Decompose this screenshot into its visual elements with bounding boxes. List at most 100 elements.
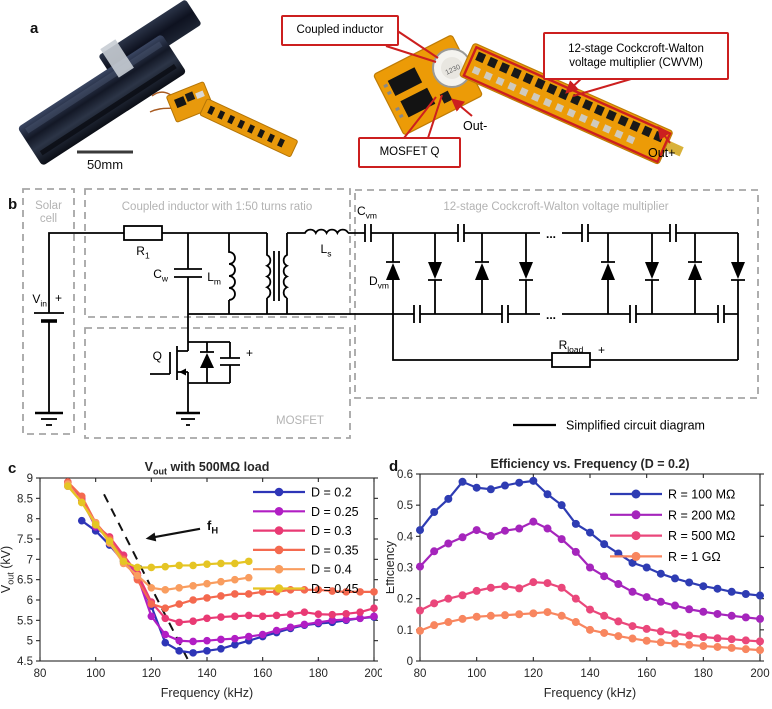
panel-d-label: d (389, 458, 399, 475)
callout-mosfet-q: MOSFET Q (358, 137, 461, 168)
cwvm-title: 12-stage Cockcroft-Walton voltage multip… (443, 201, 668, 213)
data-point (217, 559, 225, 568)
data-point (286, 610, 295, 619)
data-point (189, 581, 197, 590)
data-point (756, 591, 764, 600)
legend-marker (274, 507, 284, 516)
legend-marker (274, 545, 284, 555)
solar-cell-title-line1: Solar (35, 200, 62, 212)
data-point (300, 608, 309, 616)
legend-marker (631, 531, 641, 541)
legend-marker (631, 489, 641, 499)
data-point (342, 588, 350, 596)
fh-label: fH (207, 518, 218, 536)
legend-marker (274, 487, 284, 497)
panel-b-label: b (8, 196, 18, 213)
legend-label: D = 0.25 (311, 505, 359, 519)
converter-board-photo: 1230 (373, 29, 684, 165)
data-point (699, 642, 708, 651)
x-axis-label: Frequency (kHz) (161, 686, 253, 700)
lm-label: Lm (207, 270, 221, 287)
data-point (444, 494, 453, 503)
data-point (430, 621, 439, 630)
dashed-section-boxes (22, 188, 759, 439)
data-point (342, 610, 350, 618)
x-tick-label: 100 (467, 668, 486, 680)
data-point (147, 612, 156, 621)
data-point (586, 563, 594, 572)
data-point (656, 569, 665, 578)
callout-leader-lines (385, 29, 671, 144)
callout-coupled-inductor-text: Coupled inductor (296, 24, 384, 37)
mini-strip (199, 98, 298, 157)
mosfet-cap-plus: + (246, 346, 253, 360)
data-point (231, 612, 239, 621)
data-point (370, 588, 378, 596)
data-point (501, 526, 509, 535)
data-point (203, 647, 211, 655)
data-point (571, 547, 580, 556)
data-point (91, 520, 100, 529)
callout-cwvm-line2: voltage multiplier (CWVM) (569, 57, 703, 69)
data-point (231, 640, 239, 649)
circuit-legend-text: Simplified circuit diagram (566, 419, 705, 433)
data-point (217, 645, 225, 653)
legend-marker (631, 510, 641, 520)
chart-title: Efficiency vs. Frequency (D = 0.2) (490, 457, 689, 471)
data-point (727, 643, 736, 652)
data-point (515, 524, 524, 533)
data-point (356, 614, 364, 623)
mosfet-title: MOSFET (276, 415, 324, 427)
diode-symbols (179, 262, 745, 376)
solar-cell-box (22, 188, 75, 435)
data-point (244, 632, 253, 641)
data-point (571, 618, 580, 627)
data-point (133, 571, 142, 580)
data-point (258, 612, 267, 621)
data-point (685, 640, 694, 649)
out-plus-label: Out+ (648, 146, 676, 160)
data-point (685, 578, 694, 587)
data-point (671, 574, 679, 583)
data-point (258, 630, 267, 639)
data-point (656, 627, 665, 636)
x-tick-label: 180 (694, 668, 713, 680)
data-point (416, 526, 424, 535)
circuit-diagram: Solar cell Coupled inductor with 1:50 tu… (22, 188, 759, 439)
y-axis-label: Efficiency (386, 540, 397, 594)
rload-plus: + (598, 343, 605, 357)
x-tick-label: 180 (309, 668, 328, 680)
mosfet-component (439, 90, 453, 104)
coupled-inductor-title: Coupled inductor with 1:50 turns ratio (122, 201, 313, 213)
data-point (557, 611, 566, 620)
data-point (416, 626, 424, 635)
data-point (416, 562, 424, 571)
data-point (189, 617, 197, 625)
data-point (314, 586, 323, 594)
data-point (342, 615, 350, 624)
data-point (272, 626, 281, 635)
data-point (727, 587, 736, 596)
data-point (328, 610, 337, 619)
solar-cell-title-line2: cell (40, 213, 57, 225)
q-label: Q (153, 349, 162, 363)
data-point (642, 624, 651, 633)
legend-label: D = 0.35 (311, 543, 359, 557)
data-point (189, 596, 197, 604)
legend-marker (274, 584, 284, 593)
data-point (756, 637, 764, 646)
data-point (328, 616, 337, 625)
data-point (244, 557, 253, 566)
dots-bottom: ... (546, 308, 556, 322)
y-tick-label: 0.1 (397, 625, 413, 637)
y-tick-label: 0.5 (397, 500, 413, 512)
data-point (430, 547, 439, 556)
data-point (189, 637, 197, 646)
data-point (741, 589, 750, 598)
data-point (356, 588, 364, 596)
data-point (571, 519, 580, 528)
legend-marker (631, 551, 641, 561)
y-tick-label: 0.2 (397, 594, 413, 606)
data-point (741, 613, 750, 622)
data-point (244, 611, 253, 620)
